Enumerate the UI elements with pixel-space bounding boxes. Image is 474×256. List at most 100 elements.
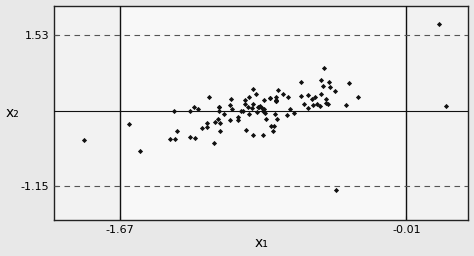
- Point: [273, 117, 281, 121]
- Point: [298, 94, 305, 98]
- Point: [262, 117, 270, 121]
- Point: [310, 103, 317, 107]
- Point: [248, 106, 255, 110]
- Point: [273, 94, 280, 99]
- Point: [234, 118, 242, 122]
- Point: [210, 141, 218, 145]
- Point: [216, 121, 224, 125]
- Point: [173, 129, 181, 133]
- Point: [256, 104, 264, 108]
- Point: [190, 105, 198, 109]
- Point: [284, 95, 292, 99]
- X-axis label: x₁: x₁: [255, 237, 268, 250]
- Point: [327, 85, 334, 89]
- Point: [215, 104, 222, 109]
- Point: [272, 99, 280, 103]
- Point: [304, 93, 311, 97]
- Point: [171, 137, 179, 141]
- Point: [191, 136, 199, 140]
- Point: [249, 102, 257, 106]
- Point: [300, 101, 308, 105]
- Point: [228, 107, 236, 111]
- Point: [308, 97, 316, 101]
- Point: [297, 80, 304, 84]
- Point: [290, 111, 298, 115]
- Point: [239, 109, 246, 113]
- Point: [272, 99, 279, 103]
- Point: [266, 97, 274, 101]
- Point: [215, 105, 222, 109]
- Point: [246, 95, 253, 99]
- Point: [125, 122, 133, 126]
- Point: [166, 137, 174, 141]
- Point: [272, 98, 280, 102]
- Point: [346, 81, 353, 86]
- Point: [186, 109, 194, 113]
- Point: [319, 84, 327, 88]
- Point: [171, 109, 178, 113]
- Point: [244, 105, 252, 109]
- Point: [255, 105, 262, 109]
- Point: [259, 133, 267, 137]
- Point: [198, 126, 206, 130]
- Point: [137, 149, 144, 153]
- Point: [267, 124, 275, 128]
- Point: [331, 89, 338, 93]
- Point: [304, 105, 311, 110]
- Point: [243, 128, 250, 132]
- Point: [270, 124, 278, 128]
- Point: [260, 98, 267, 102]
- Point: [320, 66, 328, 70]
- Point: [228, 97, 235, 101]
- Point: [254, 110, 261, 114]
- Point: [187, 135, 194, 139]
- Point: [258, 106, 266, 110]
- Point: [283, 113, 291, 117]
- Point: [318, 92, 325, 96]
- Point: [442, 103, 450, 108]
- Point: [234, 114, 242, 119]
- Point: [260, 107, 268, 111]
- Point: [204, 121, 211, 125]
- Point: [226, 103, 233, 107]
- Point: [214, 117, 221, 121]
- Point: [311, 95, 319, 99]
- Point: [216, 129, 224, 133]
- Point: [280, 92, 287, 96]
- Point: [322, 97, 330, 101]
- Point: [322, 101, 329, 105]
- Point: [286, 107, 293, 111]
- Y-axis label: x₂: x₂: [6, 106, 19, 120]
- Point: [245, 112, 253, 116]
- Point: [241, 102, 249, 106]
- Point: [269, 129, 277, 133]
- Point: [259, 109, 267, 113]
- Point: [220, 112, 228, 116]
- Point: [271, 112, 279, 116]
- Point: [242, 98, 249, 102]
- Bar: [120, 6, 406, 220]
- Point: [249, 87, 257, 91]
- Point: [325, 102, 332, 106]
- Point: [325, 80, 333, 84]
- Point: [203, 125, 211, 129]
- Point: [216, 109, 223, 113]
- Point: [354, 95, 362, 99]
- Point: [435, 22, 443, 26]
- Point: [249, 133, 257, 137]
- Point: [318, 78, 325, 82]
- Point: [316, 104, 324, 108]
- Point: [342, 103, 349, 107]
- Point: [237, 109, 245, 113]
- Point: [211, 120, 219, 124]
- Point: [253, 92, 260, 96]
- Point: [206, 95, 213, 99]
- Point: [266, 96, 274, 100]
- Point: [194, 106, 202, 111]
- Point: [313, 101, 321, 105]
- Point: [261, 111, 269, 115]
- Point: [226, 118, 234, 122]
- Point: [255, 105, 263, 109]
- Point: [332, 188, 339, 192]
- Point: [274, 88, 282, 92]
